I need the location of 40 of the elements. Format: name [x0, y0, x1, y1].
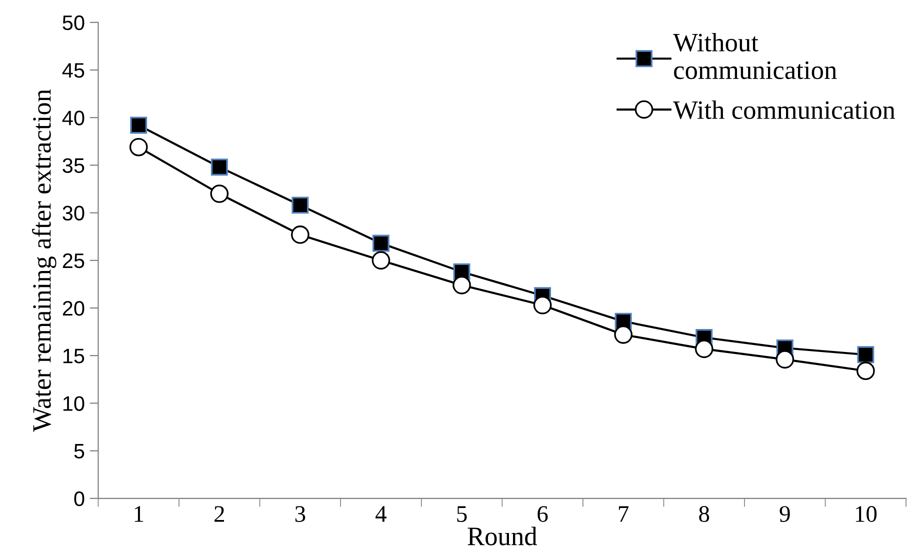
- y-tick-label: 45: [62, 63, 84, 78]
- y-tick-label: 10: [63, 396, 84, 411]
- point: [210, 158, 228, 176]
- point: [291, 226, 310, 244]
- x-tick-label: 9: [780, 506, 790, 522]
- y-tick-label: 30: [62, 206, 84, 221]
- point: [372, 234, 390, 252]
- legend-label: With communication: [673, 100, 896, 120]
- y-tick-label: 15: [63, 348, 84, 364]
- x-tick-label: 10: [856, 506, 877, 522]
- y-axis-title: Water remaining after extraction: [32, 89, 56, 432]
- point: [856, 362, 875, 380]
- y-tick-label: 50: [62, 15, 84, 30]
- point: [776, 350, 794, 369]
- y-tick-label: 40: [62, 110, 84, 126]
- point: [210, 184, 229, 203]
- point: [694, 340, 714, 358]
- point: [857, 346, 874, 364]
- point: [130, 116, 148, 134]
- point: [533, 296, 552, 314]
- x-tick-label: 2: [214, 506, 224, 522]
- x-tick-label: 7: [618, 506, 629, 522]
- y-tick-label: 20: [62, 301, 84, 316]
- point: [129, 138, 148, 156]
- x-tick-label: 3: [295, 506, 306, 522]
- x-tick-label: 1: [134, 506, 144, 522]
- point: [452, 276, 471, 294]
- y-tick-label: 25: [62, 253, 84, 268]
- x-tick-label: 4: [376, 506, 387, 522]
- x-tick-label: 6: [538, 506, 548, 522]
- point: [292, 196, 309, 214]
- x-tick-label: 8: [699, 506, 710, 522]
- y-tick-label: 5: [74, 444, 84, 459]
- point: [614, 325, 632, 344]
- x-tick-label: 5: [457, 506, 467, 522]
- y-tick-label: 35: [62, 158, 84, 173]
- y-tick-label: 0: [74, 491, 84, 506]
- x-axis-title: Round: [468, 526, 538, 546]
- point: [372, 251, 390, 270]
- legend-label: Without communication: [673, 32, 837, 80]
